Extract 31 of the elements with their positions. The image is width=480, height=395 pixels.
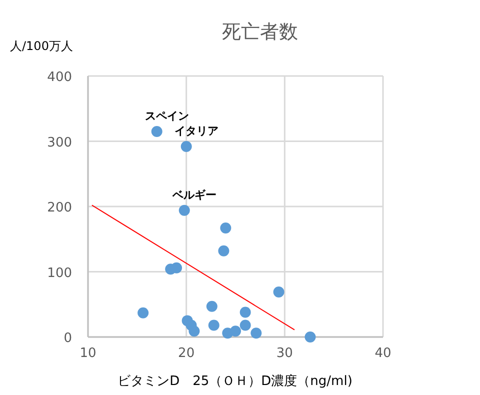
point	[180, 140, 192, 152]
x-tick-label: 20	[178, 346, 195, 361]
point	[208, 320, 220, 331]
point	[218, 245, 230, 256]
y-tick-label: 300	[47, 135, 72, 150]
point	[250, 328, 262, 339]
point	[178, 204, 190, 216]
annotation: スペイン	[144, 109, 189, 122]
y-tick-label: 0	[64, 331, 72, 346]
point	[138, 307, 149, 318]
point	[188, 326, 200, 337]
point	[240, 306, 251, 318]
point	[220, 222, 232, 234]
x-axis-title: ビタミンD 25（ＯＨ）D濃度（ng/ml)	[118, 373, 352, 389]
point	[151, 126, 162, 137]
point	[171, 262, 182, 274]
point	[304, 332, 316, 342]
point	[273, 286, 284, 298]
chart-title: 死亡者数	[222, 21, 298, 43]
y-tick-label: 200	[47, 200, 72, 216]
point	[206, 300, 218, 312]
x-tick-label: 30	[276, 346, 293, 361]
point	[240, 320, 251, 331]
x-tick-label: 10	[80, 346, 96, 361]
annotation: イタリア	[174, 124, 218, 138]
y-tick-label: 100	[47, 266, 72, 281]
x-tick-label: 40	[374, 346, 392, 361]
annotation: ベルギー	[171, 188, 216, 202]
y-axis-title: 人/100万人	[10, 39, 73, 53]
point	[230, 326, 241, 337]
y-tick-label: 400	[47, 70, 72, 85]
